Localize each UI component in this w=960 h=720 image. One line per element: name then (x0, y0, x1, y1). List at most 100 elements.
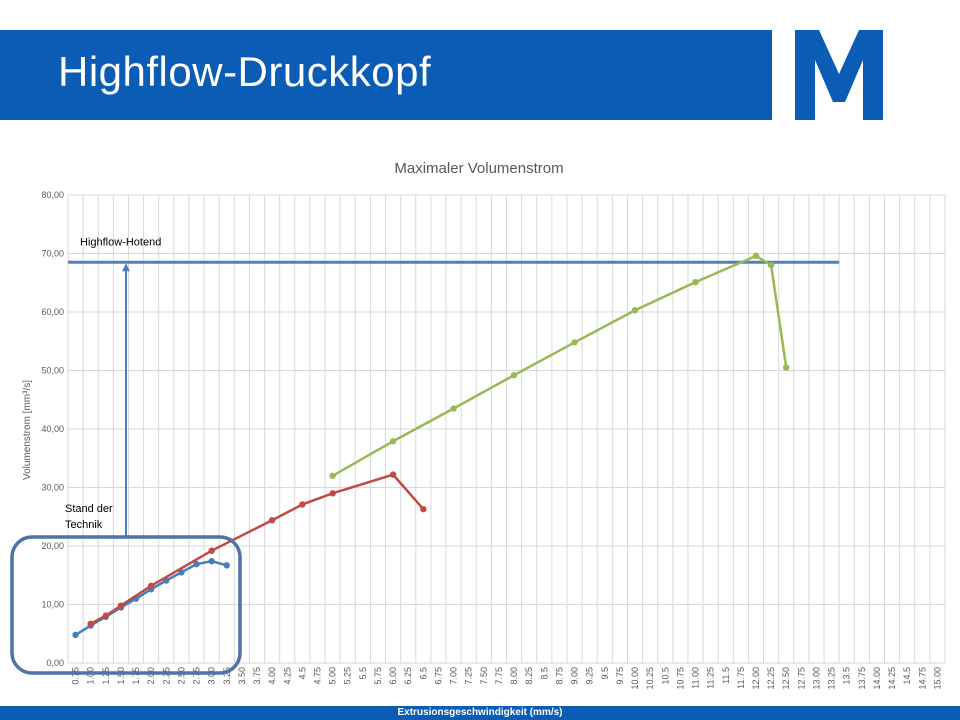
y-axis-ticks: 0,00 10,00 20,00 30,00 40,00 50,00 60,00 70,00 8… (41, 190, 64, 668)
x-axis-title: Extrusionsgeschwindigkeit (mm/s) (397, 707, 563, 718)
x-axis-title-bar (0, 706, 960, 720)
y-tick-label: 10,00 (41, 600, 64, 610)
series-1-point (178, 569, 185, 576)
x-tick-label: 14.00 (872, 667, 882, 690)
series-2-point (147, 582, 155, 589)
series-3-point (329, 472, 336, 479)
x-tick-label: 9.5 (600, 667, 610, 680)
series-2-point (208, 547, 215, 554)
x-tick-label: 9.00 (570, 667, 580, 685)
overlay-layer: Stand der Technik (10, 503, 242, 675)
series-3-point (389, 438, 397, 445)
x-tick-label: 5.5 (358, 667, 368, 680)
series-1-point (223, 562, 230, 569)
x-tick-label: 10.00 (630, 667, 640, 690)
y-tick-label: 80,00 (41, 190, 64, 200)
x-tick-label: 13.75 (857, 667, 867, 690)
x-tick-label: 2.75 (192, 667, 202, 685)
x-tick-label: 0.75 (71, 667, 81, 685)
x-tick-label: 12.25 (766, 667, 776, 690)
series-2-point (102, 612, 110, 619)
x-tick-label: 7.25 (464, 667, 474, 685)
x-tick-label: 4.75 (312, 667, 322, 685)
x-tick-label: 12.00 (751, 667, 761, 690)
state-of-art-label-line2: Technik (65, 519, 103, 531)
x-tick-label: 9.25 (585, 667, 595, 685)
x-tick-label: 1.00 (86, 667, 96, 685)
series-3-point (571, 339, 578, 346)
x-tick-label: 7.00 (449, 667, 459, 685)
x-tick-label: 14.75 (917, 667, 927, 690)
series-2-point (87, 620, 94, 628)
x-tick-label: 10.75 (675, 667, 685, 690)
hotend-label: Highflow-Hotend (80, 236, 161, 248)
x-tick-label: 8.25 (524, 667, 534, 685)
x-tick-label: 8.75 (554, 667, 564, 685)
series-2-point (117, 602, 125, 609)
y-tick-label: 0,00 (46, 658, 64, 668)
x-tick-label: 3.25 (222, 667, 232, 685)
x-tick-label: 11.25 (706, 667, 716, 689)
x-tick-label: 10.5 (660, 667, 670, 685)
x-tick-label: 4.5 (297, 667, 307, 680)
university-logo (795, 30, 883, 120)
x-tick-label: 8.5 (539, 667, 549, 680)
series-3-point (767, 262, 775, 269)
x-tick-label: 3.00 (207, 667, 217, 685)
series-3-point (510, 371, 518, 379)
chart-grid (67, 194, 946, 664)
x-tick-label: 8.00 (509, 667, 519, 685)
series-2-point (329, 490, 336, 497)
series-2-point (268, 517, 276, 524)
x-tick-label: 11.5 (721, 667, 731, 684)
x-tick-label: 2.00 (146, 667, 156, 685)
y-tick-label: 20,00 (41, 541, 64, 551)
y-tick-label: 70,00 (41, 249, 64, 259)
x-axis-ticks: 0.75 1.00 1.25 1.50 1.75 2.00 2.25 2.50 2.75 3.00… (71, 667, 943, 690)
series-3-point (692, 278, 699, 286)
x-tick-label: 5.25 (343, 667, 353, 685)
x-tick-label: 2.50 (176, 667, 186, 685)
x-tick-label: 1.25 (101, 667, 111, 685)
x-tick-label: 3.50 (237, 667, 247, 685)
series-1-point (193, 560, 200, 568)
series-1-point (208, 558, 215, 565)
x-tick-label: 6.5 (418, 667, 428, 680)
series-3-point (450, 405, 457, 412)
hotend-annotation: Highflow-Hotend (68, 236, 840, 537)
x-tick-label: 12.75 (796, 667, 806, 690)
x-tick-label: 6.00 (388, 667, 398, 685)
series-2-point (420, 505, 427, 513)
y-tick-label: 30,00 (41, 483, 64, 493)
x-tick-label: 13.5 (842, 667, 852, 685)
series-3-point (631, 307, 639, 314)
x-tick-label: 5.00 (328, 667, 338, 685)
x-tick-label: 7.50 (479, 667, 489, 685)
x-tick-label: 13.25 (827, 667, 837, 690)
x-tick-label: 2.25 (161, 667, 171, 685)
improvement-arrowhead (122, 263, 130, 272)
series-3-point (783, 364, 790, 371)
x-tick-label: 7.75 (494, 667, 504, 685)
chart-title: Maximaler Volumenstrom (394, 160, 563, 177)
x-tick-label: 9.75 (615, 667, 625, 685)
x-tick-label: 6.75 (433, 667, 443, 685)
slide-title: Highflow-Druckkopf (58, 48, 432, 95)
y-tick-label: 60,00 (41, 307, 64, 317)
series-line-2 (90, 473, 425, 625)
y-axis-title: Volumenstrom [mm³/s] (22, 380, 33, 480)
x-tick-label: 1.75 (131, 667, 141, 685)
x-tick-label: 14.25 (887, 667, 897, 690)
x-tick-label: 4.00 (267, 667, 277, 685)
series-1-point (72, 631, 79, 639)
x-tick-label: 6.25 (403, 667, 413, 685)
x-tick-label: 11.75 (736, 667, 746, 689)
series-layer (72, 252, 790, 639)
title-banner (0, 30, 772, 120)
y-tick-label: 40,00 (41, 424, 64, 434)
series-2-point (299, 501, 306, 508)
y-tick-label: 50,00 (41, 366, 64, 376)
state-of-art-label-line1: Stand der (65, 503, 113, 515)
x-tick-label: 3.75 (252, 667, 262, 685)
x-tick-label: 1.50 (116, 667, 126, 685)
